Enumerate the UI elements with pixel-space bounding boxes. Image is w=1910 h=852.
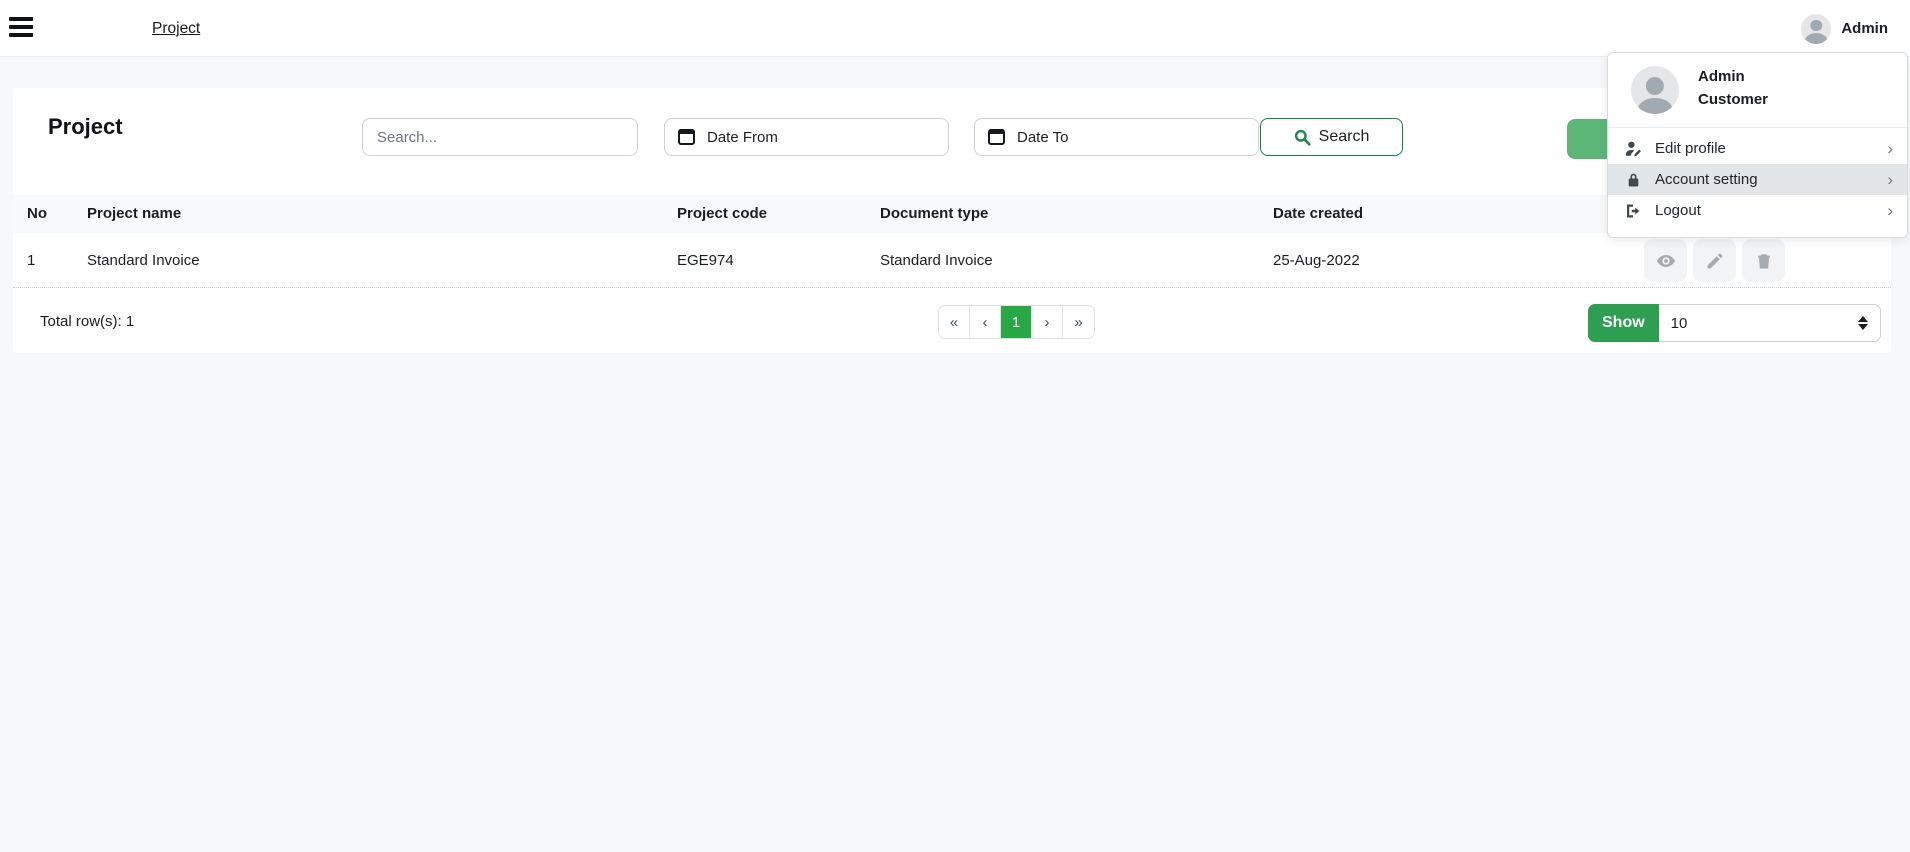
view-button[interactable]	[1644, 239, 1687, 282]
eye-icon	[1656, 254, 1675, 267]
page-size-value: 10	[1670, 314, 1688, 332]
dropdown-user-role: Customer	[1698, 91, 1769, 108]
menu-item-logout[interactable]: Logout ›	[1608, 195, 1907, 226]
chevron-right-icon: ›	[1887, 201, 1893, 220]
person-edit-icon	[1625, 140, 1642, 157]
pagination-first-button[interactable]: «	[939, 306, 970, 338]
menu-item-label: Logout	[1655, 202, 1701, 219]
date-from-input[interactable]: Date From	[664, 118, 949, 156]
navbar-user-name[interactable]: Admin	[1841, 20, 1888, 37]
total-rows-label: Total row(s): 1	[40, 313, 135, 330]
menu-item-label: Account setting	[1655, 171, 1758, 188]
column-header-project-name: Project name	[87, 205, 182, 222]
calendar-icon	[988, 129, 1005, 145]
menu-item-label: Edit profile	[1655, 140, 1726, 157]
pencil-icon	[1707, 253, 1722, 268]
table-header: No Project name Project code Document ty…	[13, 195, 1891, 233]
cell-project-code: EGE974	[677, 252, 734, 269]
pagination-page-1-button[interactable]: 1	[1001, 306, 1032, 338]
user-avatar-icon[interactable]	[1801, 13, 1832, 44]
hamburger-menu-icon[interactable]	[9, 17, 35, 39]
date-to-placeholder: Date To	[1017, 128, 1069, 146]
trash-icon	[1757, 253, 1770, 268]
page-size-select[interactable]: 10	[1658, 304, 1881, 342]
chevron-right-icon: ›	[1887, 139, 1893, 158]
cell-no: 1	[27, 252, 36, 269]
pagination-prev-button[interactable]: ‹	[970, 306, 1001, 338]
cell-document-type: Standard Invoice	[880, 252, 993, 269]
search-button[interactable]: Search	[1260, 118, 1403, 156]
table-row: 1 Standard Invoice EGE974 Standard Invoi…	[13, 233, 1891, 288]
user-avatar-icon	[1631, 66, 1679, 114]
date-from-placeholder: Date From	[707, 128, 778, 146]
user-dropdown-header: Admin Customer	[1608, 53, 1907, 127]
menu-item-edit-profile[interactable]: Edit profile ›	[1608, 133, 1907, 164]
pagination: « ‹ 1 › »	[938, 305, 1095, 339]
cell-project-name: Standard Invoice	[87, 252, 200, 269]
date-to-input[interactable]: Date To	[974, 118, 1259, 156]
page-title: Project	[48, 114, 123, 139]
cell-date-created: 25-Aug-2022	[1273, 252, 1360, 269]
pagination-last-button[interactable]: »	[1063, 306, 1094, 338]
delete-button[interactable]	[1742, 239, 1785, 282]
divider	[1608, 127, 1907, 128]
chevron-right-icon: ›	[1887, 170, 1893, 189]
pagination-next-button[interactable]: ›	[1032, 306, 1063, 338]
select-updown-icon	[1857, 316, 1868, 330]
column-header-document-type: Document type	[880, 205, 989, 222]
show-label: Show	[1588, 304, 1659, 342]
search-button-label: Search	[1318, 128, 1370, 145]
search-input[interactable]	[362, 118, 638, 156]
nav-link-project[interactable]: Project	[152, 20, 201, 37]
column-header-project-code: Project code	[677, 205, 768, 222]
logout-icon	[1625, 203, 1642, 219]
calendar-icon	[678, 129, 695, 145]
page-size-control: Show 10	[1588, 304, 1881, 342]
column-header-date-created: Date created	[1273, 205, 1364, 222]
dropdown-user-name: Admin	[1698, 68, 1745, 85]
menu-item-account-setting[interactable]: Account setting ›	[1608, 164, 1907, 195]
search-icon	[1294, 129, 1311, 146]
lock-icon	[1625, 172, 1642, 188]
user-dropdown-menu: Admin Customer Edit profile › Accou	[1607, 52, 1908, 238]
column-header-no: No	[27, 205, 47, 222]
row-actions	[1644, 239, 1785, 282]
edit-button[interactable]	[1693, 239, 1736, 282]
top-navbar: Project Admin	[0, 0, 1910, 57]
navbar-user[interactable]: Admin	[1801, 0, 1888, 57]
